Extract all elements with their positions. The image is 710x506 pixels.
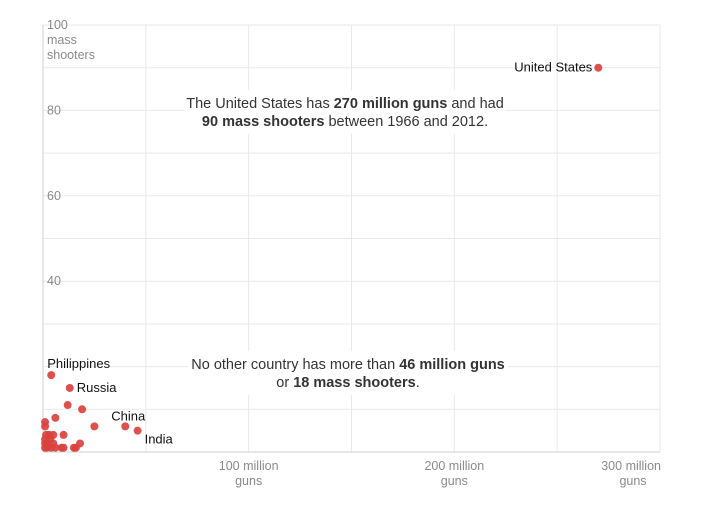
point xyxy=(41,422,50,431)
point xyxy=(51,413,60,422)
annotation-text: or 18 mass shooters. xyxy=(276,375,419,391)
country-label: India xyxy=(145,432,174,447)
annotation-background xyxy=(185,90,505,134)
y-axis-unit-label: mass xyxy=(47,33,77,47)
point-china xyxy=(121,422,130,431)
annotation-text: 90 mass shooters between 1966 and 2012. xyxy=(202,114,488,130)
country-label: Russia xyxy=(77,380,118,395)
x-tick-label: 200 million guns xyxy=(424,459,484,488)
point xyxy=(51,443,60,452)
point xyxy=(63,401,72,410)
point xyxy=(76,439,85,448)
point-united-states xyxy=(594,63,603,72)
y-tick-label: 80 xyxy=(47,103,61,117)
point xyxy=(59,430,68,439)
point xyxy=(49,430,58,439)
x-tick-label: 300 million guns xyxy=(601,459,661,488)
point-russia xyxy=(65,383,74,392)
country-label: Philippines xyxy=(47,356,110,371)
country-label: China xyxy=(111,408,146,423)
point-india xyxy=(133,426,142,435)
annotation-text: No other country has more than 46 millio… xyxy=(191,357,505,373)
point-philippines xyxy=(47,371,56,380)
point xyxy=(78,405,87,414)
x-tick-label: 100 million guns xyxy=(219,459,279,488)
annotation-text: The United States has 270 million guns a… xyxy=(186,96,504,112)
point xyxy=(41,443,50,452)
country-label: United States xyxy=(514,60,593,75)
y-tick-label: 60 xyxy=(47,189,61,203)
point xyxy=(90,422,99,431)
y-tick-label: 40 xyxy=(47,274,61,288)
point xyxy=(59,443,68,452)
y-axis-unit-label: shooters xyxy=(47,48,95,62)
annotation-background xyxy=(188,351,508,395)
y-tick-label: 100 xyxy=(47,18,68,32)
